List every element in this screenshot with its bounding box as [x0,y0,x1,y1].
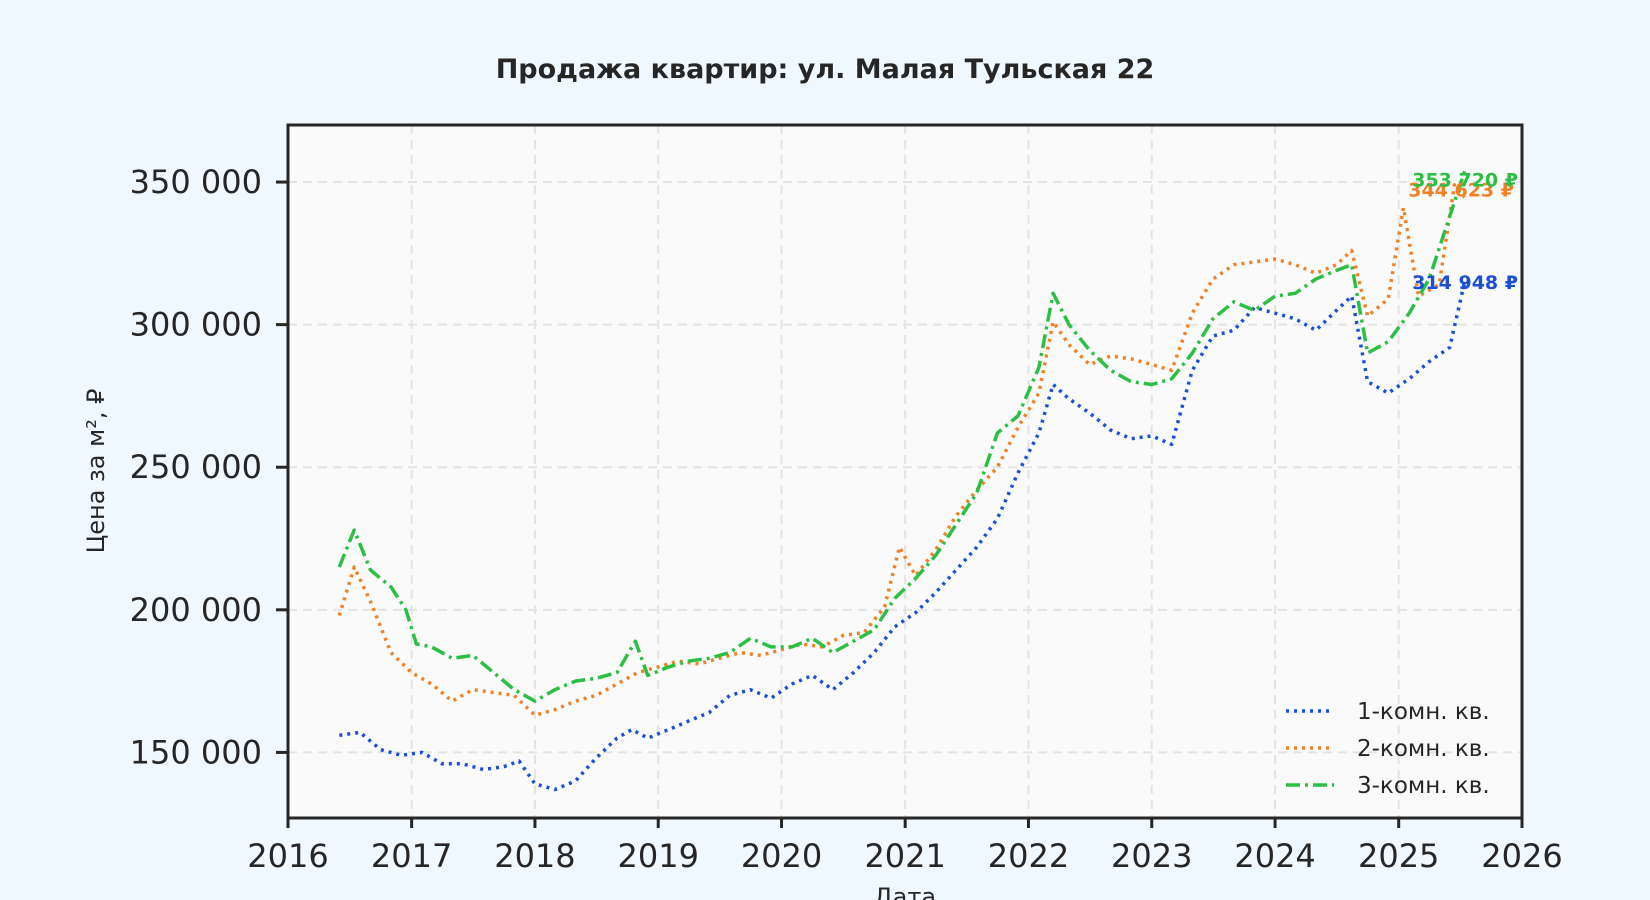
series-line-3 [337,170,1467,703]
x-tick-label: 2020 [741,837,822,875]
end-labels: 314 948 ₽ 344 623 ₽353 720 ₽ [1408,169,1518,294]
x-tick-label: 2022 [988,837,1069,875]
series-end-label: 353 720 ₽ [1412,169,1518,191]
y-axis-label: Цена за м², ₽ [82,389,110,554]
x-tick-label: 2016 [247,837,328,875]
x-tick-label: 2018 [494,837,575,875]
axis-ticks: 2016 2017 2018 2019 2020 2021 2022 2023 2024 2025… [130,163,1563,875]
series-line-2 [337,183,1466,718]
y-tick-label: 150 000 [130,733,262,771]
series-end-label: 344 623 ₽ [1408,179,1514,201]
y-tick-label: 350 000 [130,163,262,201]
x-tick-label: 2021 [864,837,945,875]
x-tick-label: 2017 [371,837,452,875]
x-tick-label: 2023 [1111,837,1192,875]
x-axis-label: Дата [874,883,936,900]
series-end-label: 314 948 ₽ [1412,272,1518,294]
legend: 1-комн. кв. 2-комн. кв. 3-комн. кв. [1286,699,1490,799]
y-tick-label: 200 000 [130,591,262,629]
legend-label: 1-комн. кв. [1357,699,1490,725]
series-lines [337,170,1467,792]
y-tick-label: 250 000 [130,448,262,486]
x-tick-label: 2024 [1234,837,1315,875]
x-tick-label: 2026 [1481,837,1562,875]
x-tick-label: 2025 [1358,837,1439,875]
legend-label: 2-комн. кв. [1357,736,1490,762]
chart-title: Продажа квартир: ул. Малая Тульская 22 [496,54,1155,85]
y-tick-label: 300 000 [130,306,262,344]
x-tick-label: 2019 [618,837,699,875]
legend-label: 3-комн. кв. [1357,773,1490,799]
